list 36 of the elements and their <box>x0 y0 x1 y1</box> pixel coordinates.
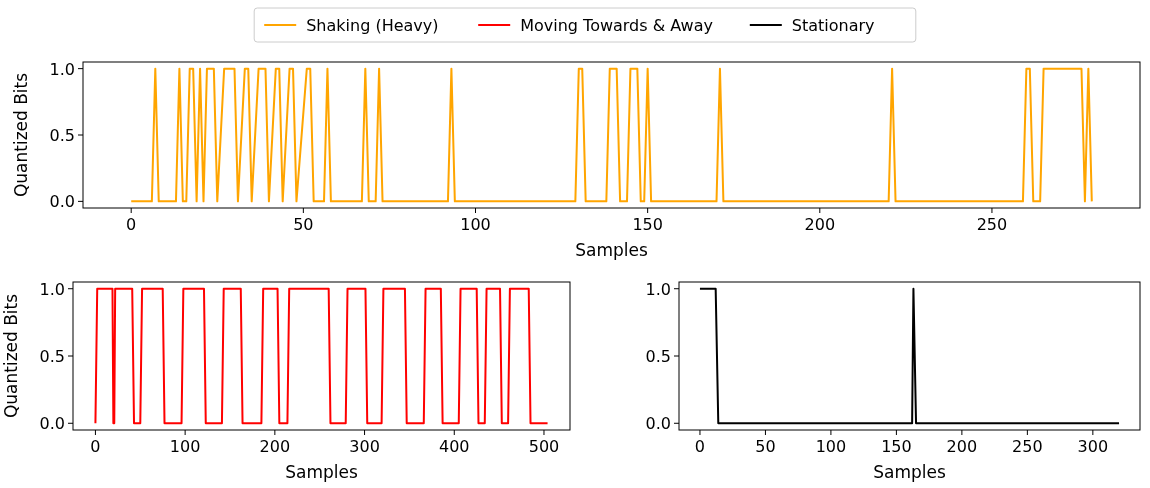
y-axis-title: Quantized Bits <box>1 293 21 419</box>
legend-label: Shaking (Heavy) <box>306 16 439 35</box>
x-axis-title: Samples <box>873 462 946 482</box>
y-tick-label: 0.5 <box>645 347 671 366</box>
x-axis-title: Samples <box>575 240 648 260</box>
y-tick-label: 0.5 <box>49 126 75 145</box>
x-tick-label: 200 <box>804 215 836 234</box>
x-tick-label: 50 <box>293 215 314 234</box>
y-tick-label: 1.0 <box>39 279 65 299</box>
x-tick-label: 250 <box>976 215 1008 234</box>
y-axis-title: Quantized Bits <box>11 72 31 198</box>
x-axis-title: Samples <box>285 462 358 482</box>
x-tick-label: 200 <box>946 437 978 456</box>
y-tick-label: 0.0 <box>49 192 75 212</box>
x-tick-label: 50 <box>755 437 776 456</box>
x-tick-label: 0 <box>126 215 137 234</box>
x-tick-label: 100 <box>815 437 847 456</box>
y-tick-label: 0.0 <box>645 414 671 434</box>
x-tick-label: 500 <box>528 437 560 456</box>
legend-label: Moving Towards & Away <box>520 16 713 35</box>
x-tick-label: 100 <box>460 215 491 234</box>
x-tick-label: 300 <box>349 437 380 456</box>
y-tick-label: 1.0 <box>49 59 75 79</box>
x-tick-label: 250 <box>1012 437 1043 456</box>
x-tick-label: 150 <box>632 215 663 234</box>
y-tick-label: 1.0 <box>645 279 671 299</box>
x-tick-label: 200 <box>259 437 291 456</box>
legend-label: Stationary <box>791 16 875 35</box>
y-tick-label: 0.0 <box>39 414 65 434</box>
x-tick-label: 100 <box>169 437 201 456</box>
y-tick-label: 0.5 <box>39 347 65 366</box>
x-tick-label: 300 <box>1077 437 1109 456</box>
x-tick-label: 150 <box>881 437 912 456</box>
x-tick-label: 0 <box>90 437 101 456</box>
x-tick-label: 0 <box>694 437 706 456</box>
x-tick-label: 400 <box>439 437 470 456</box>
